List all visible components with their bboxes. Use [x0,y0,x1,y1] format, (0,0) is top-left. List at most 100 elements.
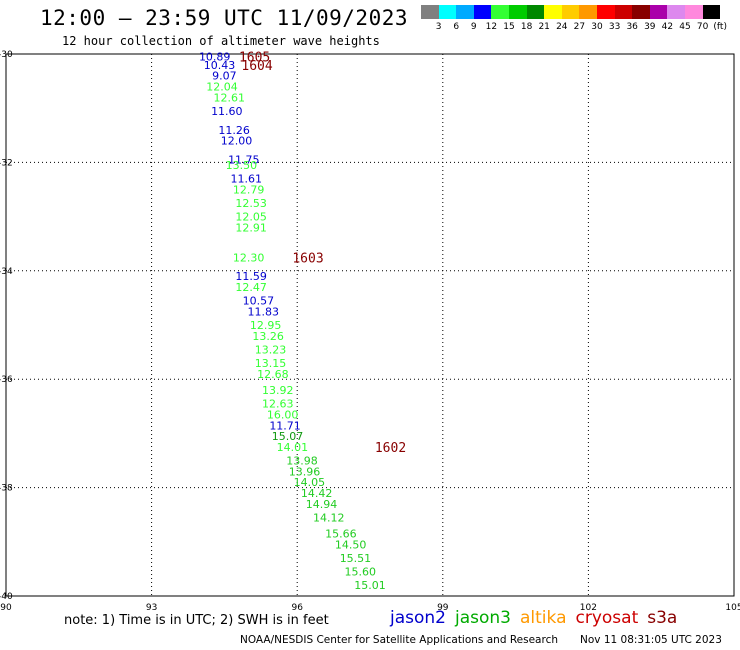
wave-height-label: 11.59 [235,270,267,283]
wave-height-label: 15.51 [340,552,372,565]
track-annotation: 1602 [375,441,406,456]
color-scale-label: 45 [679,22,691,32]
color-scale-swatch [456,5,474,19]
track-annotation: 1603 [292,251,323,266]
wave-height-label: 12.30 [233,251,265,264]
color-scale-swatch [684,5,703,19]
wave-height-label: 14.05 [294,476,326,489]
wave-height-label: 11.71 [269,419,301,432]
color-scale-swatch [421,5,439,19]
color-scale-swatch [649,5,668,19]
color-scale-swatch [508,5,527,19]
wave-height-label: 13.15 [255,357,287,370]
legend-entry: cryosat [575,608,639,628]
wave-height-label: 12.79 [233,184,265,197]
color-scale-label: 39 [644,22,656,32]
color-scale-swatch [438,5,457,19]
color-scale-label: 24 [556,22,568,32]
wave-height-label: 10.43 [204,59,236,72]
wave-height-label: 11.26 [218,124,250,137]
color-scale-swatch [632,5,650,19]
color-scale-label: 27 [573,22,586,32]
x-tick-label: 90 [0,603,12,613]
legend-entry: s3a [647,608,678,628]
track-annotation: 1605 [239,51,270,66]
wave-height-label: 15.07 [272,430,304,443]
color-scale-label: 9 [470,22,477,32]
color-scale-swatch [491,5,509,19]
wave-height-label: 14.42 [301,487,333,500]
x-tick-label: 96 [291,603,303,613]
color-scale-label: 6 [453,22,460,32]
y-tick-label: -30 [0,50,13,60]
wave-height-label: 11.61 [230,173,262,186]
track-annotation: 1604 [241,59,272,74]
color-scale-swatch [473,5,492,19]
wave-height-label: 12.95 [250,319,282,332]
color-scale-label: 42 [661,22,674,32]
wave-height-label: 11.60 [211,105,243,118]
wave-height-label: 13.50 [226,159,258,172]
wave-height-label: 11.75 [228,154,260,167]
wave-height-label: 9.07 [212,70,237,83]
wave-height-label: 14.01 [277,441,309,454]
wave-height-label: 10.57 [243,295,275,308]
color-scale-label: 33 [608,22,621,32]
wave-height-label: 12.05 [235,211,267,224]
wave-height-label: 13.96 [289,465,321,478]
color-scale-swatch [561,5,580,19]
color-scale-label: 36 [626,22,638,32]
satellite-legend: jason2 jason3 altika cryosat s3a [390,608,686,628]
color-scale-swatch [702,5,721,19]
color-scale-bar [421,5,721,19]
color-scale-swatch [579,5,597,19]
wave-height-label: 15.01 [354,579,386,592]
x-tick-label: 93 [146,603,157,613]
x-tick-label: 99 [437,603,449,613]
footer-timestamp: Nov 11 08:31:05 UTC 2023 [580,634,722,646]
plot-frame [5,53,735,597]
wave-height-label: 13.98 [286,455,318,468]
wave-height-label: 12.63 [262,398,294,411]
wave-height-label: 12.04 [206,81,238,94]
color-scale-swatch [526,5,545,19]
wave-height-label: 11.83 [247,305,279,318]
x-tick-label: 102 [580,603,597,613]
wave-height-label: 12.53 [235,197,267,210]
color-scale-label: 12 [485,22,498,32]
color-scale-label: 3 [435,22,442,32]
wave-height-label: 16.00 [267,408,299,421]
color-scale-label: 21 [538,22,550,32]
color-scale-label: 15 [503,22,515,32]
wave-height-label: 12.61 [214,91,246,104]
color-scale-label: 70 [696,22,709,32]
wave-height-label: 15.66 [325,528,357,541]
color-scale-label: (ft) [713,22,727,32]
y-tick-label: -38 [0,484,13,494]
color-scale-label: 30 [591,22,603,32]
footer-note: note: 1) Time is in UTC; 2) SWH is in fe… [64,613,329,628]
wave-height-label: 12.91 [235,221,267,234]
x-tick-label: 105 [725,603,740,613]
color-scale-labels: 3 6 9 12 15 18 21 24 27 30 33 36 39 42 45 70 (ft) [421,22,740,34]
wave-height-label: 13.92 [262,384,294,397]
y-tick-label: -36 [0,375,13,385]
chart-subtitle: 12 hour collection of altimeter wave hei… [62,34,380,48]
wave-height-label: 14.94 [306,498,338,511]
color-scale-swatch [667,5,685,19]
legend-entry: jason3 [455,608,511,628]
color-scale-swatch [614,5,633,19]
wave-height-label: 15.60 [345,566,377,579]
color-scale-label: 18 [520,22,533,32]
chart-title: 12:00 — 23:59 UTC 11/09/2023 [40,6,409,30]
wave-height-label: 12.00 [221,135,253,148]
wave-height-label: 13.23 [255,343,287,356]
color-scale-swatch [596,5,615,19]
wave-height-label: 12.47 [235,281,267,294]
wave-height-label: 10.89 [199,51,231,64]
color-scale-swatch [544,5,562,19]
y-tick-label: -40 [0,592,13,602]
y-tick-label: -34 [0,267,13,277]
